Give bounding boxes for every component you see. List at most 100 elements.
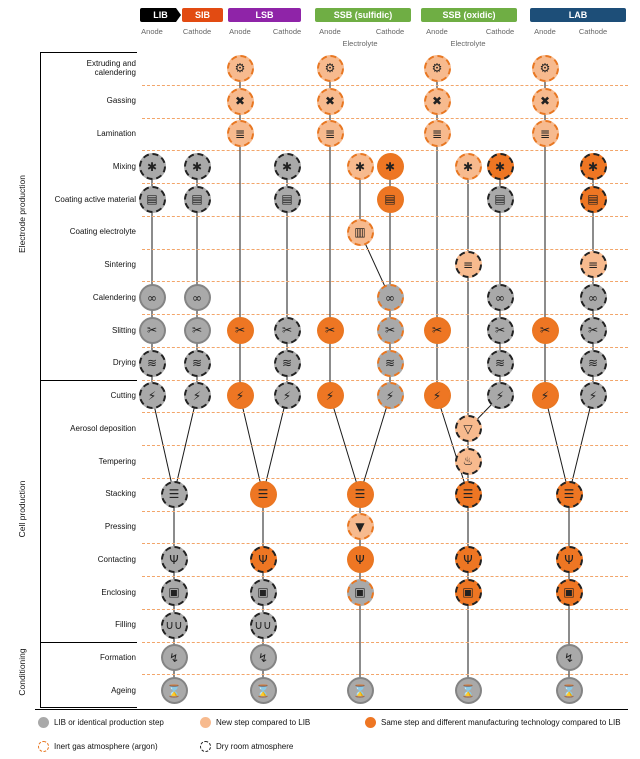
ageing-glyph-icon: ⌛	[352, 683, 368, 698]
step-icon-contacting-lsb-center: Ψ	[249, 546, 277, 574]
step-icon-lamination-lsb-anode: ≣	[226, 120, 254, 148]
coating_am-glyph-icon: ▤	[191, 192, 203, 207]
gray-step-circle-icon	[38, 717, 49, 728]
legend-label: Same step and different manufacturing te…	[381, 717, 621, 727]
step-icon-cutting-lib-anode: ⚡	[138, 382, 166, 410]
gassing-glyph-icon: ✖	[234, 94, 246, 109]
row-separator	[142, 576, 628, 577]
row-label-coating_am: Coating active material	[54, 194, 136, 204]
lamination-glyph-icon: ≣	[324, 126, 336, 141]
step-icon-coating_am-lab-cathode: ▤	[579, 185, 607, 213]
step-icon-slitting-ssbs-cathode: ✂	[376, 316, 404, 344]
ssbs-anode-label: Anode	[319, 27, 341, 36]
step-icon-slitting-lsb-anode: ✂	[226, 316, 254, 344]
step-icon-gassing-ssbo-anode: ✖	[423, 87, 451, 115]
step-icon-extruding-lsb-anode: ⚙	[226, 54, 254, 82]
dry-room-ring-icon	[200, 741, 211, 752]
step-icon-lamination-ssbs-anode: ≣	[316, 120, 344, 148]
step-icon-slitting-ssbs-anode: ✂	[316, 316, 344, 344]
step-icon-slitting-lib-anode: ✂	[138, 316, 166, 344]
step-icon-enclosing-lib-center: ▣	[160, 578, 188, 606]
calendering-glyph-icon: ∞	[588, 290, 598, 305]
step-icon-formation-lsb-center: ↯	[249, 644, 277, 672]
step-icon-contacting-ssbo-center: Ψ	[454, 546, 482, 574]
row-label-sintering: Sintering	[104, 260, 136, 270]
calendering-glyph-icon: ∞	[192, 290, 202, 305]
step-icon-cutting-lab-cathode: ⚡	[579, 382, 607, 410]
row-label-lamination: Lamination	[96, 129, 136, 139]
step-icon-cutting-ssbs-cathode: ⚡	[376, 382, 404, 410]
group-label-conditioning: Conditioning	[17, 648, 27, 696]
step-icon-cutting-lab-anode: ⚡	[531, 382, 559, 410]
drying-glyph-icon: ≋	[384, 356, 396, 371]
extruding-glyph-icon: ⚙	[431, 61, 443, 76]
row-label-enclosing: Enclosing	[101, 587, 136, 597]
group-axis-line	[40, 52, 41, 707]
step-icon-calendering-lab-cathode: ∞	[579, 284, 607, 312]
lsb-anode-label: Anode	[229, 27, 251, 36]
step-icon-coating_am-ssbs-cathode: ▤	[376, 185, 404, 213]
step-icon-slitting-ssbo-anode: ✂	[423, 316, 451, 344]
cutting-glyph-icon: ⚡	[385, 388, 395, 403]
step-icon-slitting-lab-anode: ✂	[531, 316, 559, 344]
cutting-glyph-icon: ⚡	[540, 388, 550, 403]
step-icon-coating_am-ssbo-cathode: ▤	[486, 185, 514, 213]
coating_am-glyph-icon: ▤	[281, 192, 293, 207]
gassing-glyph-icon: ✖	[539, 94, 551, 109]
step-icon-aerosol-ssbo-electrolyte: ▽	[454, 415, 482, 443]
slitting-glyph-icon: ✂	[281, 323, 293, 338]
drying-glyph-icon: ≋	[146, 356, 158, 371]
legend-label: Inert gas atmosphere (argon)	[54, 741, 158, 751]
contacting-glyph-icon: Ψ	[355, 552, 365, 567]
row-separator	[142, 281, 628, 283]
step-icon-coating_el-ssbs-electrolyte: ▥	[346, 218, 374, 246]
legend-separator-line	[35, 709, 628, 710]
drying-glyph-icon: ≋	[494, 356, 506, 371]
step-icon-stacking-lab-center: ☰	[555, 480, 583, 508]
step-icon-formation-lib-center: ↯	[160, 644, 188, 672]
step-icon-slitting-lsb-cathode: ✂	[273, 316, 301, 344]
calendering-glyph-icon: ∞	[147, 290, 157, 305]
step-icon-gassing-lab-anode: ✖	[531, 87, 559, 115]
step-icon-calendering-ssbs-cathode: ∞	[376, 284, 404, 312]
cutting-glyph-icon: ⚡	[432, 388, 442, 403]
row-separator	[142, 379, 628, 381]
row-separator	[142, 183, 628, 184]
step-icon-mixing-lib-anode: ✱	[138, 153, 166, 181]
pressing-glyph-icon: ▼	[355, 519, 365, 534]
step-icon-lamination-lab-anode: ≣	[531, 120, 559, 148]
row-label-formation: Formation	[99, 653, 136, 663]
slitting-glyph-icon: ✂	[234, 323, 246, 338]
stacking-glyph-icon: ☰	[257, 487, 269, 502]
coating_el-glyph-icon: ▥	[354, 225, 366, 240]
contacting-glyph-icon: Ψ	[169, 552, 179, 567]
legend-label: Dry room atmosphere	[216, 741, 294, 751]
lsb-cathode-label: Cathode	[272, 27, 302, 36]
step-icon-stacking-ssbs-center: ☰	[346, 480, 374, 508]
step-icon-drying-ssbo-cathode: ≋	[486, 349, 514, 377]
row-separator	[142, 641, 628, 643]
step-icon-slitting-lib-cathode: ✂	[183, 316, 211, 344]
step-icon-extruding-ssbs-anode: ⚙	[316, 54, 344, 82]
step-icon-coating_am-lib-cathode: ▤	[183, 185, 211, 213]
step-icon-stacking-ssbo-center: ☰	[454, 480, 482, 508]
aerosol-glyph-icon: ▽	[463, 421, 473, 436]
ageing-glyph-icon: ⌛	[166, 683, 182, 698]
drying-glyph-icon: ≋	[191, 356, 203, 371]
ssbs-electrolyte-label: Electrolyte	[342, 39, 378, 48]
row-label-gassing: Gassing	[106, 96, 136, 106]
step-icon-extruding-ssbo-anode: ⚙	[423, 54, 451, 82]
contacting-glyph-icon: Ψ	[463, 552, 473, 567]
cutting-glyph-icon: ⚡	[147, 388, 157, 403]
step-icon-mixing-lsb-cathode: ✱	[273, 153, 301, 181]
mixing-glyph-icon: ✱	[281, 159, 293, 174]
group-boundary-line	[40, 52, 137, 53]
row-label-stacking: Stacking	[105, 489, 136, 499]
cutting-glyph-icon: ⚡	[495, 388, 505, 403]
stacking-glyph-icon: ☰	[168, 487, 180, 502]
legend-item-argon: Inert gas atmosphere (argon)	[38, 741, 158, 752]
ssbo-cathode-label: Cathode	[485, 27, 515, 36]
coating_am-glyph-icon: ▤	[384, 192, 396, 207]
step-icon-drying-ssbs-cathode: ≋	[376, 349, 404, 377]
battery-header-ssbo: SSB (oxidic)	[421, 8, 517, 22]
